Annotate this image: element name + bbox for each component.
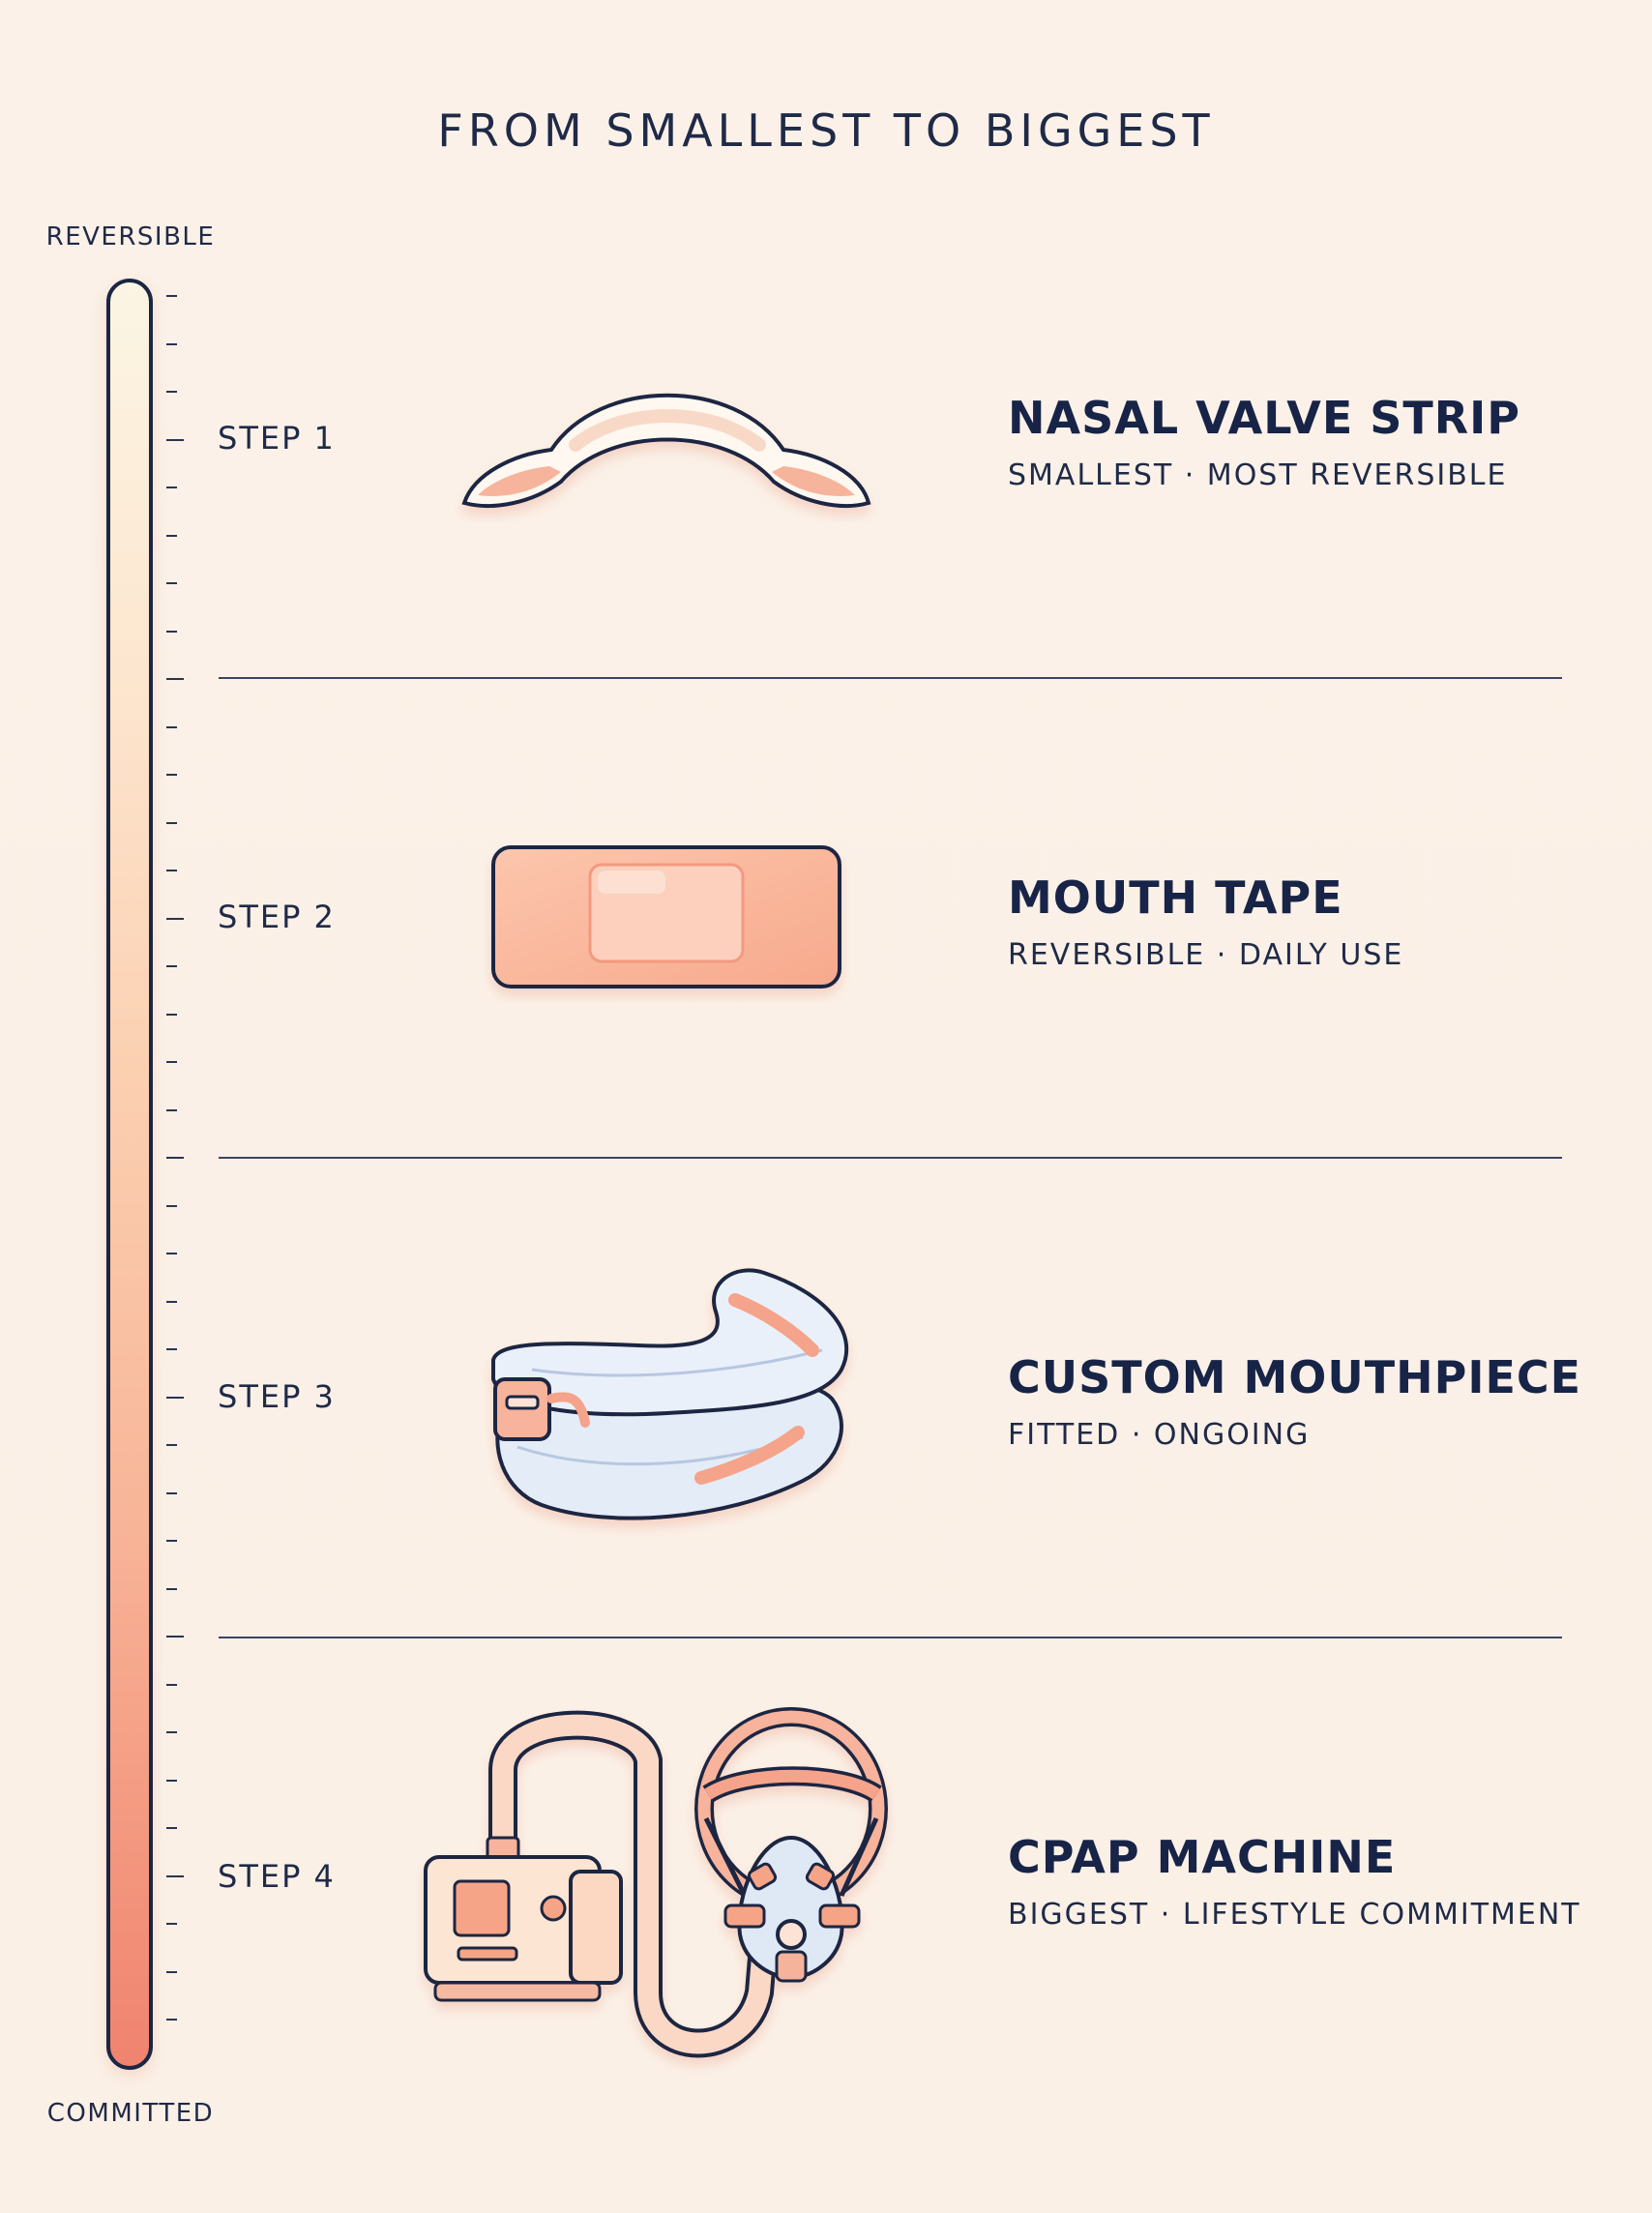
scale-tick (166, 678, 184, 680)
scale-tick (166, 1014, 177, 1016)
scale-tick (166, 535, 177, 537)
page-title: FROM SMALLEST TO BIGGEST (437, 104, 1215, 157)
scale-tick (166, 391, 177, 393)
scale-tick (166, 2019, 177, 2021)
cpap-machine-icon (424, 1707, 888, 2058)
scale-tick (166, 1636, 184, 1638)
scale-ticks (166, 0, 195, 2213)
step-2-name: MOUTH TAPE (1008, 871, 1343, 924)
scale-tick (166, 1827, 177, 1829)
scale-tick (166, 631, 177, 633)
scale-tick (166, 1061, 177, 1063)
mouthpiece-icon (491, 1268, 849, 1520)
scale-tick (166, 1301, 177, 1303)
scale-tick (166, 487, 177, 488)
step-4-name: CPAP MACHINE (1008, 1831, 1397, 1883)
scale-tick (166, 439, 184, 441)
nasal-strip-icon (461, 393, 871, 509)
step-4-label: STEP 4 (218, 1858, 336, 1895)
scale-tick (166, 1684, 177, 1686)
scale-tick (166, 1923, 177, 1925)
commitment-scale-bar (106, 279, 153, 2070)
step-1-subtitle: SMALLEST · MOST REVERSIBLE (1008, 458, 1508, 492)
scale-tick (166, 1157, 184, 1159)
step-1-label: STEP 1 (218, 420, 336, 457)
section-divider (219, 1157, 1562, 1159)
scale-tick (166, 1253, 177, 1254)
scale-tick (166, 295, 177, 297)
step-3-name: CUSTOM MOUTHPIECE (1008, 1351, 1582, 1403)
scale-tick (166, 1875, 184, 1877)
step-2-label: STEP 2 (218, 899, 336, 935)
scale-tick (166, 1780, 177, 1782)
scale-tick (166, 1492, 177, 1494)
scale-tick (166, 343, 177, 345)
step-3-label: STEP 3 (218, 1378, 336, 1415)
scale-tick (166, 918, 184, 920)
step-3-subtitle: FITTED · ONGOING (1008, 1418, 1311, 1452)
step-1-name: NASAL VALVE STRIP (1008, 392, 1521, 444)
section-divider (219, 677, 1562, 679)
scale-tick (166, 774, 177, 776)
scale-tick (166, 1205, 177, 1207)
scale-tick (166, 1397, 184, 1399)
scale-tick (166, 1444, 177, 1446)
scale-tick (166, 965, 177, 967)
scale-tick (166, 1731, 177, 1733)
step-4-subtitle: BIGGEST · LIFESTYLE COMMITMENT (1008, 1898, 1581, 1932)
scale-tick (166, 1588, 177, 1590)
section-divider (219, 1637, 1562, 1638)
scale-tick (166, 1540, 177, 1542)
scale-tick (166, 1971, 177, 1973)
mouth-tape-icon (491, 845, 841, 988)
scale-tick (166, 1348, 177, 1350)
scale-tick (166, 870, 177, 871)
scale-top-label: REVERSIBLE (45, 222, 216, 251)
scale-tick (166, 582, 177, 584)
scale-tick (166, 726, 177, 728)
scale-tick (166, 1109, 177, 1111)
step-2-subtitle: REVERSIBLE · DAILY USE (1008, 938, 1404, 972)
scale-bottom-label: COMMITTED (46, 2099, 215, 2128)
scale-tick (166, 822, 177, 824)
